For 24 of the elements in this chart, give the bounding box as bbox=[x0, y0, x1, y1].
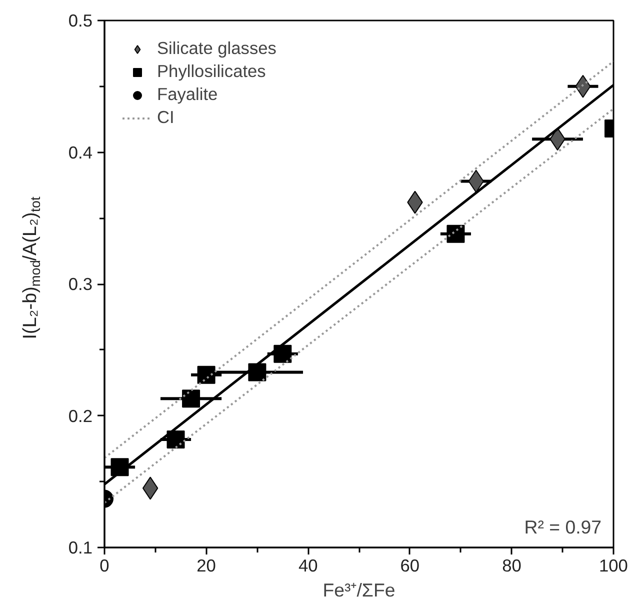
point bbox=[446, 224, 465, 243]
point bbox=[142, 476, 158, 500]
y-tick-label: 0.5 bbox=[68, 10, 93, 30]
legend-label: Phyllosilicates bbox=[157, 61, 266, 82]
y-tick-label: 0.3 bbox=[68, 274, 93, 294]
x-tick-label: 100 bbox=[599, 556, 628, 576]
x-tick-label: 60 bbox=[400, 556, 420, 576]
x-axis-title: Fe³⁺/ΣFe bbox=[322, 580, 396, 600]
x-tick-label: 80 bbox=[502, 556, 522, 576]
y-tick-label: 0.4 bbox=[68, 142, 93, 162]
point bbox=[274, 344, 292, 363]
y-axis-title: I(L₂-b)mod/A(L₂)tot bbox=[20, 196, 43, 340]
point bbox=[182, 390, 200, 408]
annotation: R² = 0.97 bbox=[524, 516, 602, 538]
x-tick-label: 0 bbox=[100, 556, 110, 576]
x-tick-label: 40 bbox=[298, 556, 318, 576]
point bbox=[197, 366, 216, 384]
legend-label: CI bbox=[157, 107, 176, 128]
y-tick-label: 0.1 bbox=[68, 538, 93, 558]
point bbox=[166, 430, 185, 448]
x-tick-label: 20 bbox=[196, 556, 216, 576]
y-tick-label: 0.2 bbox=[68, 406, 93, 426]
legend-label: Silicate glasses bbox=[157, 38, 276, 59]
legend-label: Fayalite bbox=[157, 84, 218, 105]
